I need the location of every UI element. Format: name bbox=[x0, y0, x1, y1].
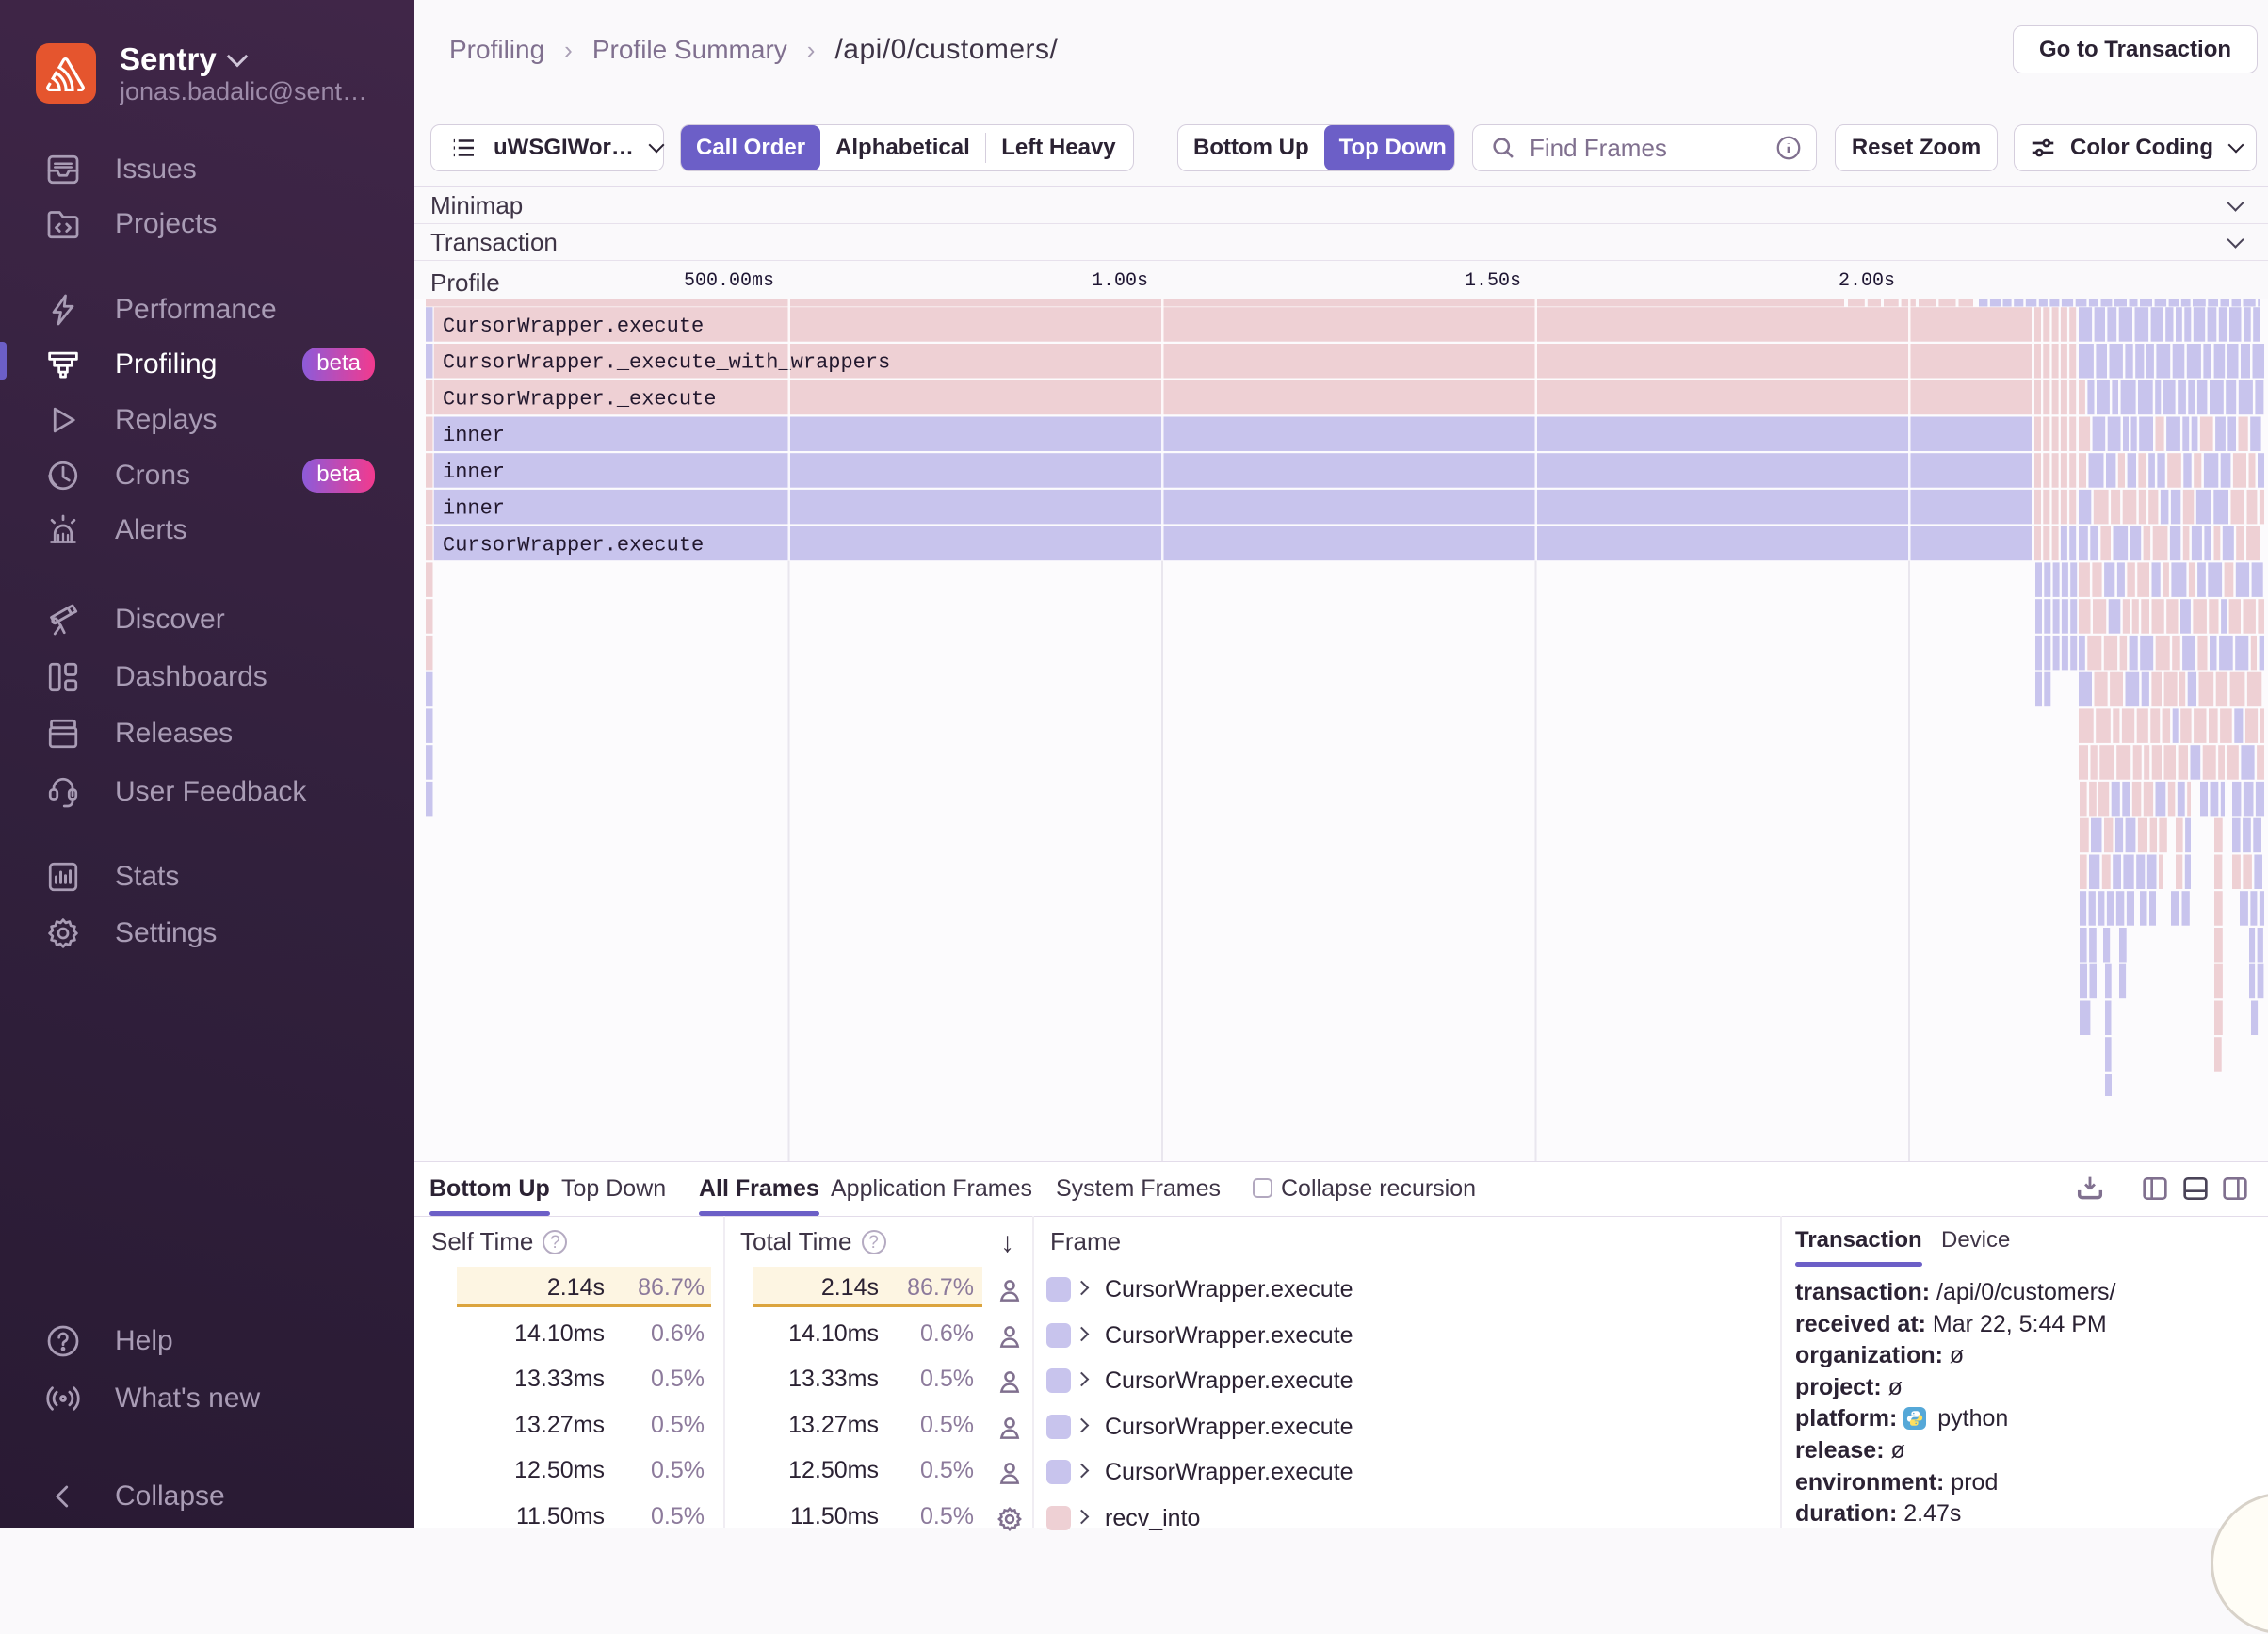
svg-text:CursorWrapper._execute_with_wr: CursorWrapper._execute_with_wrappers bbox=[443, 351, 890, 375]
svg-text:inner: inner bbox=[443, 461, 505, 484]
svg-text:CursorWrapper.execute: CursorWrapper.execute bbox=[443, 533, 704, 557]
svg-text:CursorWrapper.execute: CursorWrapper.execute bbox=[443, 315, 704, 338]
svg-text:inner: inner bbox=[443, 497, 505, 521]
svg-text:CursorWrapper._execute: CursorWrapper._execute bbox=[443, 388, 716, 412]
svg-text:inner: inner bbox=[443, 424, 505, 447]
